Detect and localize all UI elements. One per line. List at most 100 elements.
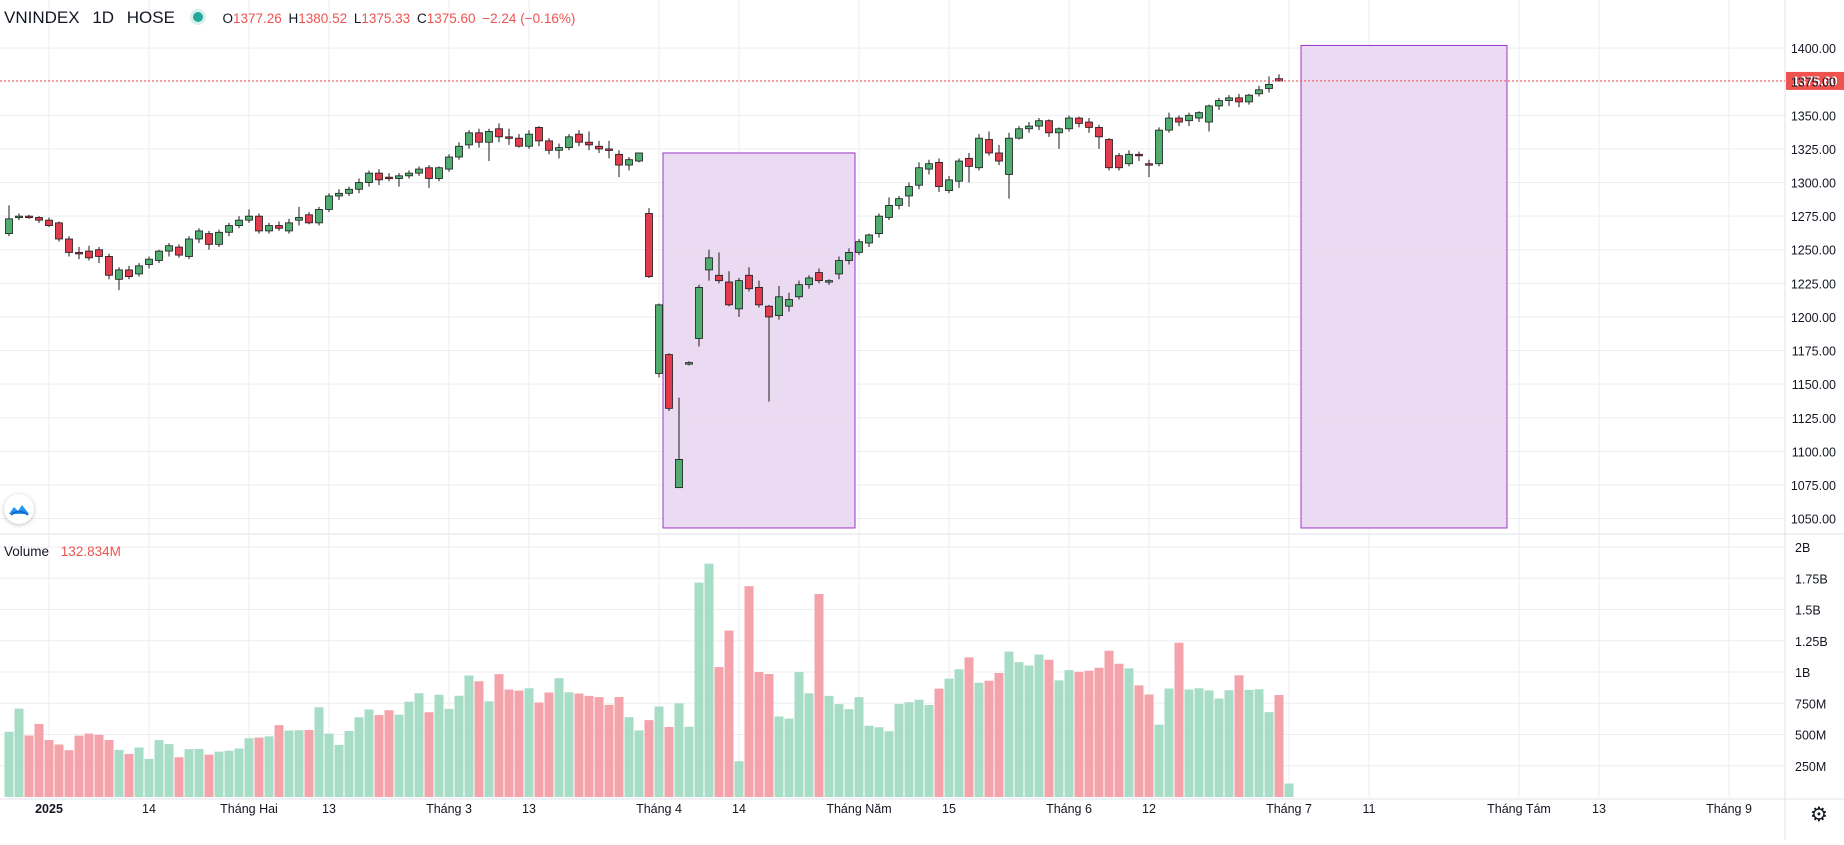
volume-bar [34, 723, 44, 797]
volume-bar [814, 594, 824, 797]
candle-body [705, 257, 713, 271]
volume-bar [574, 693, 584, 797]
volume-bar [424, 712, 434, 797]
candle-body [1105, 139, 1113, 169]
volume-bars [4, 563, 1294, 797]
volume-bar [244, 738, 254, 797]
time-tick-label: Tháng 9 [1706, 802, 1752, 816]
candle-body [995, 152, 1003, 162]
volume-bar [1094, 667, 1104, 797]
volume-bar [364, 709, 374, 797]
volume-bar [114, 749, 124, 797]
volume-bar [44, 740, 54, 797]
volume-bar [1224, 690, 1234, 797]
candle-body [405, 172, 413, 177]
volume-bar [154, 740, 164, 797]
open-label: O [222, 11, 233, 26]
candle-body [15, 215, 23, 219]
volume-bar [1214, 698, 1224, 797]
price-tick-label: 1125.00 [1792, 412, 1836, 426]
candle-body [105, 256, 113, 276]
candle-body [555, 147, 563, 151]
candle-body [255, 215, 263, 232]
candle-body [855, 241, 863, 253]
candle-body [1255, 89, 1263, 95]
volume-bar [664, 727, 674, 797]
candle-body [1115, 155, 1123, 169]
volume-bar [4, 731, 14, 797]
candle-body [185, 238, 193, 257]
volume-bar [454, 695, 464, 797]
volume-bar [1024, 665, 1034, 797]
volume-bar [74, 735, 84, 797]
candle-body [935, 161, 943, 187]
candle-body [1205, 105, 1213, 123]
volume-bar [774, 716, 784, 797]
candle-body [985, 139, 993, 154]
candle-body [355, 182, 363, 190]
price-tick-label: 1200.00 [1791, 311, 1836, 325]
volume-bar [94, 734, 104, 797]
volume-bar [594, 697, 604, 797]
volume-bar [444, 708, 454, 797]
candle-body [215, 231, 223, 245]
candle-body [245, 215, 253, 221]
volume-bar [844, 709, 854, 797]
exchange[interactable]: HOSE [126, 8, 175, 27]
candle-body [1065, 117, 1073, 130]
volume-bar [304, 730, 314, 797]
volume-bar [1164, 688, 1174, 797]
candle-body [345, 188, 353, 194]
symbol-name[interactable]: VNINDEX [4, 8, 80, 27]
time-tick-label: 15 [942, 802, 956, 816]
volume-bar [654, 706, 664, 797]
candle-body [265, 225, 273, 232]
candle-body [1155, 129, 1163, 165]
volume-bar [934, 688, 944, 797]
candle-body [445, 156, 453, 170]
candle-body [815, 272, 823, 282]
gear-icon[interactable]: ⚙ [1810, 804, 1828, 826]
price-tick-label: 1150.00 [1792, 378, 1836, 392]
volume-bar [294, 730, 304, 797]
volume-bar [14, 708, 24, 797]
highlight-box [662, 152, 856, 529]
volume-bar [1034, 654, 1044, 797]
candle-body [1175, 117, 1183, 123]
volume-label[interactable]: Volume [4, 544, 50, 559]
volume-bar [634, 730, 644, 797]
time-tick-label: Tháng Năm [826, 802, 891, 816]
candle-body [135, 265, 143, 275]
volume-bar [944, 678, 954, 797]
volume-bar [1104, 650, 1114, 797]
volume-tick-label: 250M [1795, 760, 1826, 774]
price-tick-label: 1375.00 [1791, 76, 1836, 90]
volume-bar [584, 695, 594, 797]
volume-bar [964, 657, 974, 797]
volume-bar [644, 720, 654, 797]
volume-tick-label: 1.5B [1795, 604, 1821, 618]
candle-body [55, 222, 63, 240]
volume-bar [1124, 668, 1134, 797]
volume-bar [734, 761, 744, 797]
volume-bar [1204, 690, 1214, 797]
volume-bar [674, 703, 684, 797]
candle-body [755, 286, 763, 306]
volume-bar [224, 750, 234, 797]
candle-body [1275, 78, 1283, 82]
volume-bar [164, 744, 174, 797]
candle-body [665, 354, 673, 409]
interval[interactable]: 1D [92, 8, 115, 27]
candle-body [415, 168, 423, 174]
candle-body [25, 215, 33, 219]
candle-body [465, 132, 473, 146]
candle-body [155, 250, 163, 261]
volume-bar [1134, 685, 1144, 797]
close-label: C [416, 11, 427, 26]
candle-body [845, 252, 853, 261]
cloud-logo-icon[interactable] [4, 494, 34, 524]
candle-body [615, 153, 623, 166]
volume-tick-label: 2B [1795, 541, 1810, 555]
